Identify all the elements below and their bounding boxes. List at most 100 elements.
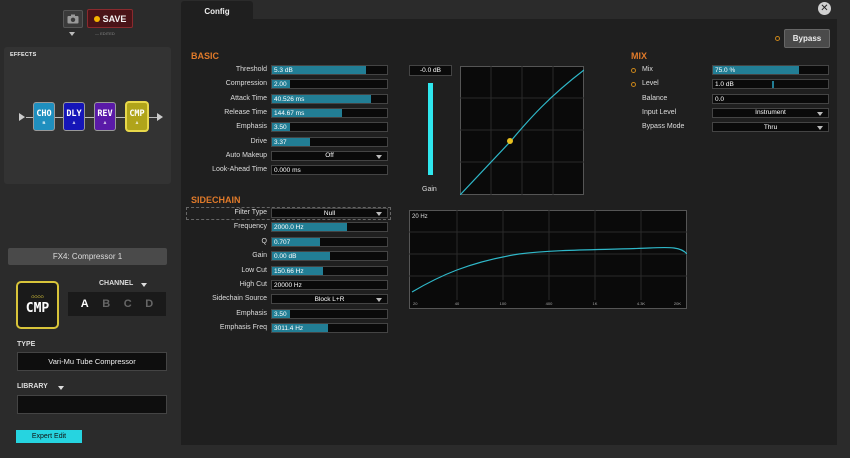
- chevron-down-icon: [376, 298, 382, 303]
- edited-dot-icon: [93, 15, 100, 22]
- chevron-down-icon: [376, 212, 382, 216]
- channel-selector: A B C D: [68, 292, 166, 316]
- auto-makeup-dropdown[interactable]: Off: [271, 150, 388, 161]
- level-led[interactable]: [631, 81, 636, 87]
- drive-slider[interactable]: 3.37: [271, 136, 388, 147]
- release-time-slider[interactable]: 144.67 ms: [271, 107, 388, 118]
- effect-block-rev[interactable]: REV A: [94, 102, 116, 131]
- input-arrow-icon: [19, 113, 25, 121]
- channel-option-a[interactable]: A: [80, 298, 89, 310]
- save-label: SAVE: [102, 13, 127, 24]
- input-level-value: Instrument: [755, 109, 786, 117]
- mix-led[interactable]: [631, 67, 636, 73]
- look-ahead-time-slider[interactable]: 0.000 ms: [271, 165, 388, 176]
- bypass-mode-dropdown[interactable]: Thru: [712, 122, 829, 133]
- gain-slider[interactable]: 0.00 dB: [271, 251, 388, 262]
- bypass-mode-label: Bypass Mode: [642, 123, 685, 131]
- close-icon[interactable]: ✕: [818, 2, 831, 15]
- block-icon: ÖÖÖÖ CMP: [16, 281, 59, 329]
- basic-section-title: BASIC: [191, 51, 220, 61]
- chevron-down-icon: [376, 154, 382, 159]
- eq-grid: [409, 210, 687, 300]
- channel-chevron-icon[interactable]: [141, 283, 147, 287]
- low-cut-label: Low Cut: [241, 266, 267, 274]
- effects-label: EFFECTS: [10, 52, 37, 58]
- drive-value: 3.37: [274, 138, 287, 146]
- filter-type-value: Null: [323, 209, 336, 217]
- effect-block-cho[interactable]: CHO B: [33, 102, 55, 131]
- channel-option-b[interactable]: B: [102, 298, 111, 310]
- emphasis-freq-value: 3011.4 Hz: [274, 325, 304, 333]
- library-selector[interactable]: [17, 395, 167, 414]
- library-chevron-icon[interactable]: [58, 386, 64, 390]
- transfer-grid: [460, 66, 584, 195]
- filter-type-dropdown[interactable]: Null: [271, 208, 388, 218]
- high-cut-label: High Cut: [239, 281, 267, 288]
- balance-slider[interactable]: 0.0: [712, 93, 829, 104]
- snapshot-button[interactable]: [63, 10, 83, 28]
- signal-chain-line: [26, 117, 158, 118]
- threshold-handle[interactable]: [507, 138, 513, 144]
- frequency-slider[interactable]: 2000.0 Hz: [271, 222, 388, 233]
- bypass-led: [775, 36, 780, 41]
- filter-type-label: Filter Type: [234, 209, 267, 216]
- emphasis-slider[interactable]: 3.50: [271, 122, 388, 133]
- emphasis-freq-slider-fill: [272, 324, 329, 333]
- release-time-slider-fill: [272, 108, 343, 117]
- tab-config[interactable]: Config: [181, 1, 253, 21]
- save-button[interactable]: SAVE: [87, 9, 133, 28]
- low-cut-slider-fill: [272, 266, 323, 275]
- mix-section-title: MIX: [631, 51, 648, 61]
- eq-tick-label: 20K: [674, 301, 681, 306]
- balance-label: Balance: [642, 94, 668, 102]
- q-slider-fill: [272, 237, 321, 246]
- effect-block-cmp[interactable]: CMP A: [126, 102, 148, 131]
- eq-tick-label: 4.3K: [637, 301, 646, 306]
- bypass-button[interactable]: Bypass: [784, 29, 830, 48]
- compression-value: 2.00: [274, 81, 287, 89]
- channel-option-c[interactable]: C: [123, 298, 132, 310]
- chevron-down-icon: [817, 111, 823, 116]
- emphasis-value: 3.50: [274, 124, 287, 132]
- transfer-curve-graph[interactable]: [460, 66, 584, 195]
- block-icon-logo: ÖÖÖÖ: [31, 294, 44, 299]
- emphasis-slider[interactable]: 3.50: [271, 308, 388, 319]
- gain-meter-label: Gain: [422, 186, 437, 193]
- sidechain-section-title: SIDECHAIN: [191, 195, 241, 205]
- emphasis-freq-slider[interactable]: 3011.4 Hz: [271, 323, 388, 334]
- auto-makeup-label: Auto Makeup: [225, 151, 267, 159]
- mix-slider[interactable]: 75.0 %: [712, 65, 829, 75]
- high-cut-slider[interactable]: 20000 Hz: [271, 280, 388, 290]
- emphasis-slider-fill: [272, 309, 291, 318]
- drive-slider-fill: [272, 137, 310, 146]
- threshold-label: Threshold: [235, 66, 267, 73]
- q-value: 0.707: [274, 238, 291, 246]
- level-slider[interactable]: 1.0 dB: [712, 79, 829, 90]
- expert-edit-button[interactable]: Expert Edit: [16, 430, 82, 443]
- level-marker: [772, 81, 774, 89]
- chevron-down-icon[interactable]: [69, 32, 75, 36]
- attack-time-slider[interactable]: 40.526 ms: [271, 93, 388, 104]
- gain-value: 0.00 dB: [274, 253, 297, 261]
- low-cut-slider[interactable]: 150.66 Hz: [271, 265, 388, 276]
- q-slider[interactable]: 0.707: [271, 236, 388, 247]
- input-level-dropdown[interactable]: Instrument: [712, 107, 829, 118]
- sidechain-eq-graph[interactable]: 20 Hz 20 40 100 400 1K 4.3K 20K: [409, 210, 687, 309]
- emphasis-value: 3.50: [274, 310, 287, 318]
- attack-time-label: Attack Time: [230, 94, 267, 102]
- auto-makeup-value: Off: [325, 152, 334, 160]
- gain-label: Gain: [252, 252, 267, 260]
- library-label: LIBRARY: [17, 383, 48, 390]
- sidechain-source-dropdown[interactable]: Block L+R: [271, 294, 388, 305]
- compression-slider[interactable]: 2.00: [271, 79, 388, 90]
- threshold-slider-fill: [272, 66, 367, 74]
- eq-tick-label: 1K: [593, 301, 598, 306]
- release-time-label: Release Time: [224, 108, 267, 116]
- output-arrow-icon: [157, 113, 163, 121]
- filter-type-focus: [186, 207, 391, 220]
- edited-label: — EDITED: [95, 31, 115, 36]
- channel-option-d[interactable]: D: [145, 298, 154, 310]
- effect-block-dly[interactable]: DLY A: [63, 102, 85, 131]
- type-selector[interactable]: Vari-Mu Tube Compressor: [17, 352, 167, 371]
- threshold-slider[interactable]: 5.3 dB: [271, 65, 388, 75]
